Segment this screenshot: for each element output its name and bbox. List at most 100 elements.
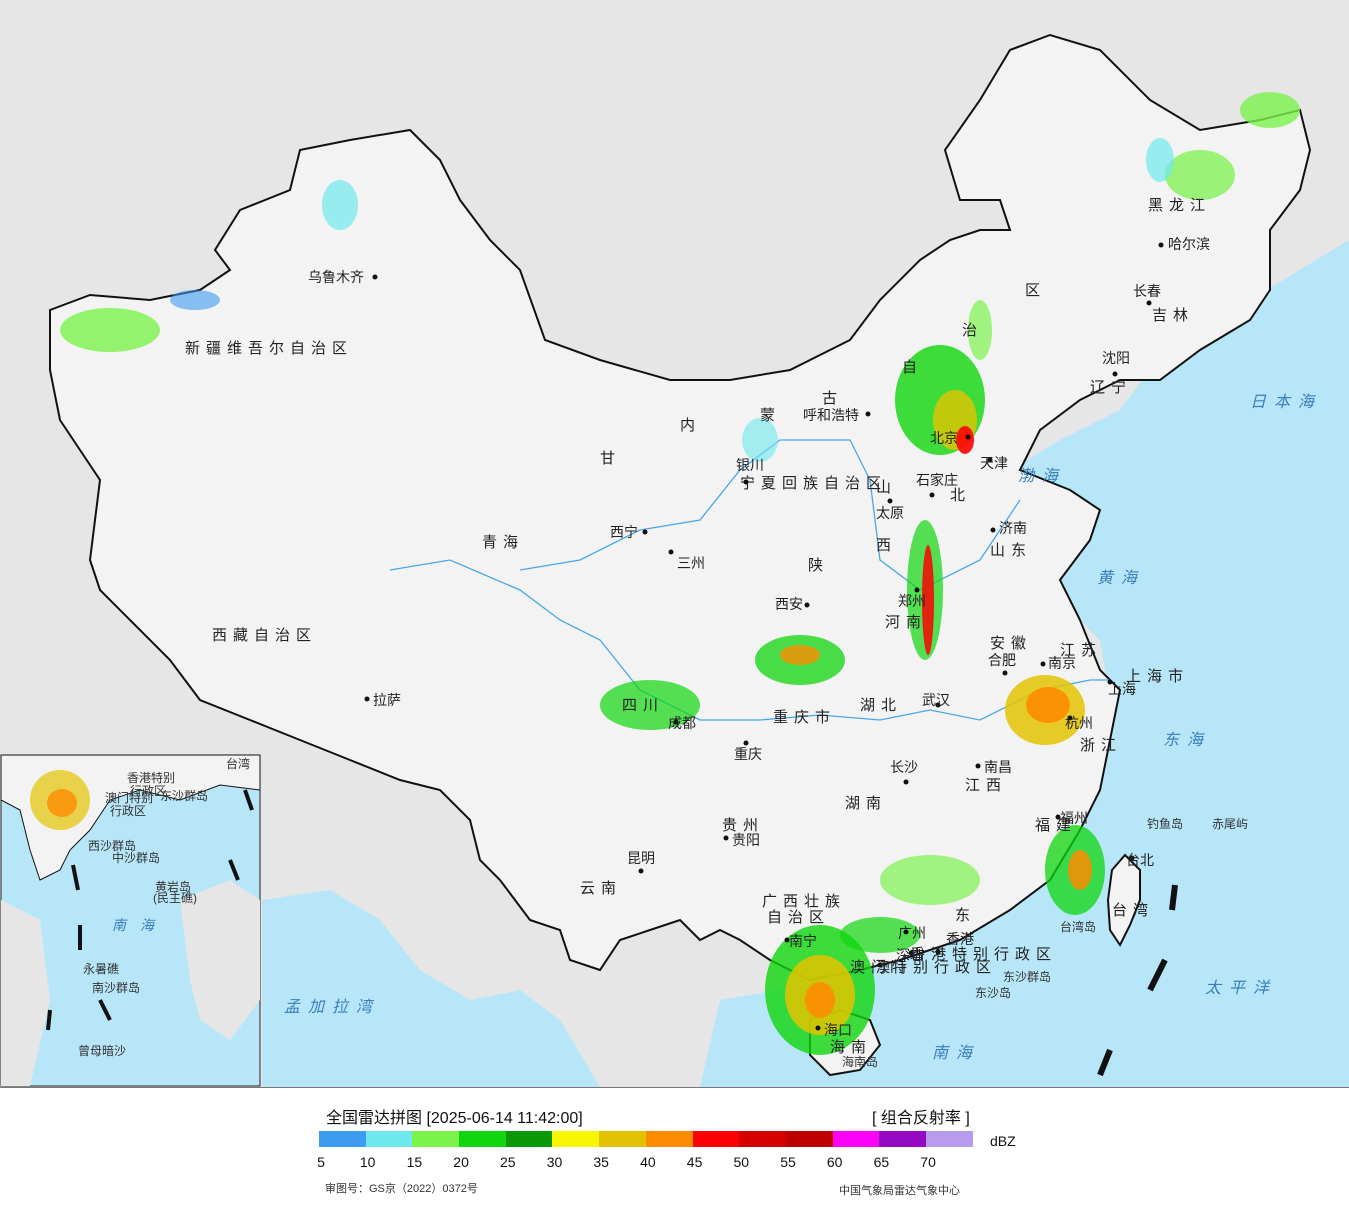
prov-label-neimenggu-3: 古 bbox=[822, 390, 843, 407]
city-dot-harbin bbox=[1158, 242, 1164, 248]
legend-swatch-2 bbox=[412, 1131, 460, 1147]
legend-tick-5: 5 bbox=[317, 1154, 325, 1170]
city-label-shenyang: 沈阳 bbox=[1102, 350, 1130, 366]
legend-swatch-8 bbox=[692, 1131, 740, 1147]
south-china-sea-inset bbox=[0, 754, 261, 1087]
prov-label-shanxi-1: 山 bbox=[876, 479, 897, 496]
prov-label-neimenggu-6: 区 bbox=[1025, 282, 1046, 299]
city-label-fuzhou: 福州 bbox=[1060, 810, 1088, 826]
prov-label-neimenggu-4: 自 bbox=[902, 359, 923, 376]
nine-dash-line bbox=[1097, 884, 1178, 1077]
city-dot-nanchang bbox=[975, 763, 981, 769]
city-dot-nanning bbox=[784, 937, 790, 943]
city-label-lhasa: 拉萨 bbox=[373, 692, 401, 708]
city-label-taiyuan: 太原 bbox=[876, 505, 904, 521]
city-dot-kunming bbox=[638, 868, 644, 874]
city-label-changchun: 长春 bbox=[1133, 283, 1161, 299]
city-dot-shenzhen bbox=[908, 950, 914, 956]
prov-label-zhejiang: 浙江 bbox=[1080, 737, 1122, 754]
city-label-beijing: 北京 bbox=[930, 430, 958, 446]
legend-swatch-4 bbox=[505, 1131, 553, 1147]
prov-label-guangxi-1: 广西壮族 bbox=[762, 893, 846, 910]
city-dot-shijiazhuang bbox=[929, 492, 935, 498]
legend-swatch-7 bbox=[645, 1131, 693, 1147]
prov-label-hongkong: 香港特别行政区 bbox=[910, 946, 1057, 963]
city-dot-beijing bbox=[965, 434, 971, 440]
city-label-xining: 西宁 bbox=[610, 524, 638, 540]
city-dot-tianjin bbox=[987, 457, 993, 463]
city-dot-hohhot bbox=[865, 411, 871, 417]
inset-label-hk-inset-1: 香港特别 bbox=[127, 770, 175, 785]
prov-label-ningxia: 宁夏回族自治区 bbox=[740, 475, 887, 492]
city-label-jinan: 济南 bbox=[999, 520, 1027, 536]
city-dot-chengdu bbox=[673, 719, 679, 725]
city-dot-guiyang bbox=[723, 835, 729, 841]
city-label-harbin: 哈尔滨 bbox=[1168, 236, 1210, 252]
prov-label-hunan: 湖南 bbox=[845, 795, 887, 812]
city-dot-urumqi bbox=[372, 274, 378, 280]
sea-label-huanghai: 黄海 bbox=[1097, 569, 1145, 587]
city-dot-changchun bbox=[1146, 300, 1152, 306]
legend-tick-70: 70 bbox=[920, 1154, 936, 1170]
city-label-shenzhen: 深圳 bbox=[896, 947, 924, 963]
legend-title: 全国雷达拼图 [2025-06-14 11:42:00] bbox=[326, 1110, 583, 1127]
prov-label-hebei: 北 bbox=[950, 487, 971, 504]
city-label-hangzhou: 杭州 bbox=[1065, 715, 1093, 731]
prov-label-guangdong: 东 bbox=[955, 907, 976, 924]
radar-map[interactable]: 新疆维吾尔自治区 西藏自治区 青海甘四川 云南 贵州 广西壮族 自治区 重庆市陕山西河南 湖北湖… bbox=[0, 0, 1349, 1088]
city-labels: 乌鲁木齐拉萨西宁三州银川呼和浩特太原石家庄北京天津济南西安 郑州成都重庆武汉合肥南… bbox=[308, 236, 1210, 1038]
china-landmass bbox=[49, 33, 1312, 982]
city-dot-hongkong-city bbox=[935, 949, 941, 955]
city-label-shijiazhuang: 石家庄 bbox=[916, 472, 958, 488]
city-label-shanghai-city: 上海 bbox=[1108, 681, 1136, 697]
city-dot-chongqing-city bbox=[743, 740, 749, 746]
map-canvas: 新疆维吾尔自治区西藏自治区青海甘四川云南贵州广西壮族自治区重庆市陕山西河南湖北湖… bbox=[0, 33, 1349, 1087]
city-dot-shenyang bbox=[1112, 371, 1118, 377]
legend-tick-20: 20 bbox=[453, 1154, 469, 1170]
prov-label-fujian: 福建 bbox=[1035, 817, 1077, 834]
legend-tick-60: 60 bbox=[826, 1154, 843, 1170]
city-label-kunming: 昆明 bbox=[627, 850, 655, 866]
prov-label-liaoning: 辽宁 bbox=[1090, 379, 1132, 396]
city-label-nanning: 南宁 bbox=[789, 933, 817, 949]
prov-label-xizang: 西藏自治区 bbox=[212, 627, 317, 644]
legend-tick-25: 25 bbox=[500, 1154, 516, 1170]
sea-label-ribenhai: 日本海 bbox=[1250, 393, 1322, 411]
city-dot-wuhan bbox=[935, 702, 941, 708]
city-label-tianjin: 天津 bbox=[980, 455, 1008, 471]
prov-label-shandong: 山东 bbox=[990, 542, 1032, 559]
legend-swatch-5 bbox=[552, 1131, 600, 1147]
legend-swatch-0 bbox=[319, 1131, 366, 1147]
inset-label-xisha: 西沙群岛 bbox=[88, 838, 136, 853]
data-source: 中国气象局雷达气象中心 bbox=[839, 1185, 960, 1197]
legend-tick-65: 65 bbox=[873, 1154, 890, 1170]
city-label-urumqi: 乌鲁木齐 bbox=[308, 269, 364, 285]
city-label-hohhot: 呼和浩特 bbox=[803, 407, 859, 423]
island-label-hainandao: 海南岛 bbox=[842, 1054, 878, 1069]
prov-label-guizhou: 贵州 bbox=[722, 817, 764, 834]
radar-echoes bbox=[60, 92, 1300, 1055]
legend-tick-35: 35 bbox=[593, 1154, 609, 1170]
legend-tick-30: 30 bbox=[546, 1154, 563, 1170]
prov-label-neimenggu-1: 内 bbox=[680, 417, 701, 434]
legend-swatch-9 bbox=[739, 1131, 786, 1147]
city-dot-yinchuan bbox=[743, 479, 749, 485]
yellow-river bbox=[519, 439, 1021, 591]
inset-label-dongsha-inset: 东沙群岛 bbox=[160, 788, 208, 803]
inset-label-taiwan-inset: 台湾 bbox=[226, 756, 250, 771]
prov-label-chongqing: 重庆市 bbox=[773, 709, 836, 726]
city-label-guangzhou: 广州 bbox=[898, 925, 926, 941]
sea-label-mengjialawan: 孟加拉湾 bbox=[284, 998, 380, 1016]
legend-tick-10: 10 bbox=[359, 1154, 376, 1170]
inset-label-yongshu: 永暑礁 bbox=[83, 961, 119, 976]
prov-label-yunnan: 云南 bbox=[580, 880, 622, 897]
prov-label-jiangxi: 江西 bbox=[965, 777, 1007, 794]
prov-label-sichuan: 四川 bbox=[622, 697, 664, 714]
province-labels: 新疆维吾尔自治区西藏自治区青海甘四川云南贵州广西壮族自治区重庆市陕山西河南湖北湖… bbox=[185, 197, 1205, 1056]
prov-label-guangxi-2: 自治区 bbox=[767, 909, 830, 926]
sea-label-bohai: 渤海 bbox=[1018, 467, 1066, 485]
legend-product: [ 组合反射率 ] bbox=[872, 1110, 970, 1127]
city-dot-lanzhou bbox=[668, 549, 674, 555]
